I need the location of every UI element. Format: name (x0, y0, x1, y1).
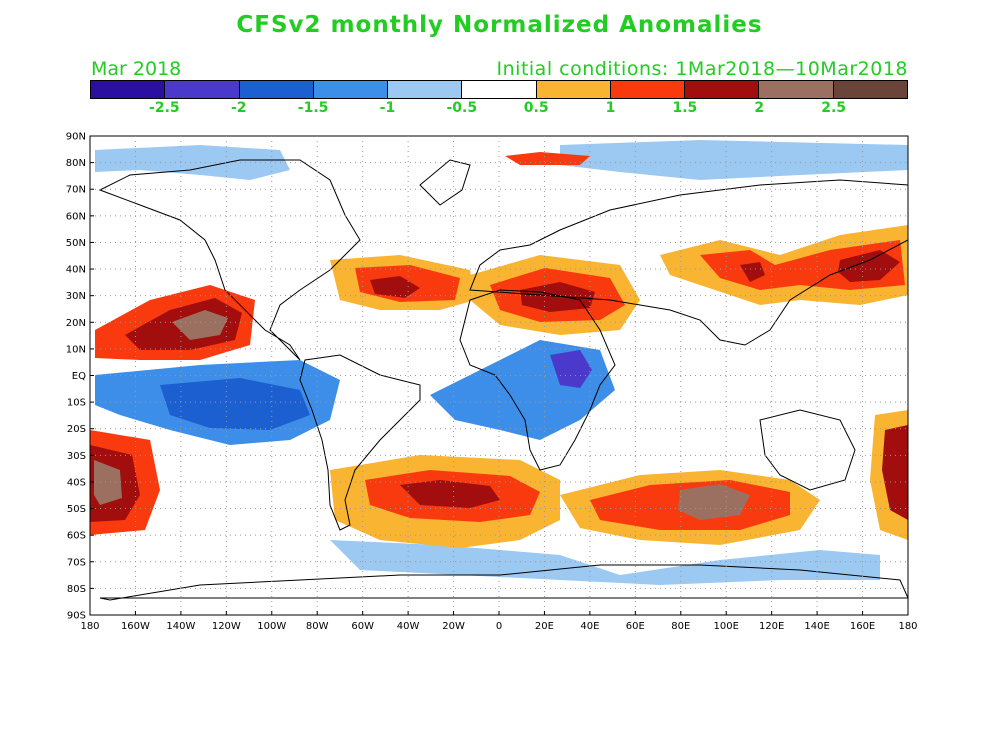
lon-label: 120W (212, 621, 241, 632)
lon-label: 40W (397, 621, 420, 632)
colorbar-cell (462, 81, 537, 98)
colorbar-label: 2.5 (821, 100, 847, 116)
colorbar-label: -2 (230, 100, 247, 116)
colorbar-label: 0.5 (523, 100, 549, 116)
lat-label: 90N (66, 132, 86, 143)
north-america-outline (98, 159, 361, 361)
southern-ocean-cool-region (330, 540, 880, 585)
south-pacific-west-extreme-region (94, 460, 122, 505)
lon-label: 20E (535, 621, 554, 632)
lat-label: 80N (66, 158, 86, 169)
colorbar-label: -0.5 (446, 100, 478, 116)
lat-label: 60S (67, 531, 86, 542)
lon-label: 180 (80, 621, 99, 632)
australia-outline (759, 409, 856, 491)
lon-label: 60W (351, 621, 374, 632)
colorbar-cell (388, 81, 463, 98)
colorbar-label: 2 (754, 100, 765, 116)
lat-label: 10S (67, 398, 86, 409)
lon-label: 80E (671, 621, 690, 632)
colorbar-label: -2.5 (149, 100, 180, 116)
arctic-warm-region (505, 152, 590, 165)
lat-label: EQ (72, 371, 86, 382)
eurasia-outline (469, 179, 909, 346)
north-pacific-subtropical-extreme-region (172, 310, 228, 340)
north-atlantic-extreme-region (370, 276, 420, 298)
south-atlantic-extreme-region (400, 480, 500, 508)
southern-indian-extreme-region (678, 484, 750, 520)
lat-label: 90S (67, 611, 86, 622)
colorbar (90, 80, 908, 99)
lat-label: 80S (67, 584, 86, 595)
lon-label: 40E (580, 621, 599, 632)
lon-label: 160W (121, 621, 150, 632)
arctic-cool-region (560, 140, 908, 180)
lat-label: 30S (67, 451, 86, 462)
east-africa-cool-core-region (550, 350, 592, 388)
coastlines (98, 159, 909, 601)
lon-label: 160E (850, 621, 875, 632)
colorbar-cell (759, 81, 834, 98)
lat-label: 70N (66, 185, 86, 196)
month-label: Mar 2018 (91, 58, 182, 80)
africa-outline (459, 289, 616, 471)
anomaly-field (90, 140, 908, 585)
lat-label: 70S (67, 557, 86, 568)
colorbar-label: -1 (379, 100, 396, 116)
colorbar-label: 1 (605, 100, 616, 116)
lon-label: 20W (442, 621, 465, 632)
colorbar-cell (91, 81, 166, 98)
lat-label: 10N (66, 344, 86, 355)
lon-label: 80W (306, 621, 329, 632)
lon-label: 120E (759, 621, 784, 632)
lon-label: 0 (496, 621, 502, 632)
sahara-arabia-extreme-region (520, 282, 595, 312)
axis-ticks: 90N 80N 70N 60N 50N 40N 30N 20N 10N EQ 10S 20S 30S 40… (66, 132, 918, 633)
asia-north-pacific-extreme-region (740, 250, 900, 282)
lat-label: 30N (66, 291, 86, 302)
antarctica-outline (99, 564, 909, 601)
lon-label: 100W (257, 621, 286, 632)
chart-title: CFSv2 monthly Normalized Anomalies (236, 12, 763, 38)
lon-label: 140E (804, 621, 829, 632)
initial-conditions-label: Initial conditions: 1Mar2018—10Mar2018 (496, 58, 908, 80)
lat-label: 40S (67, 477, 86, 488)
lat-label: 20N (66, 318, 86, 329)
lat-label: 40N (66, 265, 86, 276)
lon-label: 140W (166, 621, 195, 632)
colorbar-cell (685, 81, 760, 98)
lat-label: 20S (67, 424, 86, 435)
lat-label: 50N (66, 238, 86, 249)
colorbar-cell (239, 81, 314, 98)
lon-label: 60E (626, 621, 645, 632)
lon-label: 180 (898, 621, 917, 632)
colorbar-cell (833, 81, 907, 98)
colorbar-label: -1.5 (297, 100, 329, 116)
colorbar-cell (313, 81, 389, 98)
equatorial-pacific-cool-core-region (160, 378, 310, 430)
colorbar-cell (610, 81, 686, 98)
colorbar-cell (165, 81, 240, 98)
colorbar-cell (536, 81, 611, 98)
lon-label: 100E (714, 621, 739, 632)
tasman-strong-region (882, 425, 908, 520)
north-pacific-cool-region (95, 145, 290, 180)
colorbar-label: 1.5 (672, 100, 698, 116)
lat-label: 60N (66, 211, 86, 222)
lat-label: 50S (67, 504, 86, 515)
south-america-outline (299, 354, 421, 531)
greenland-outline (419, 159, 471, 206)
